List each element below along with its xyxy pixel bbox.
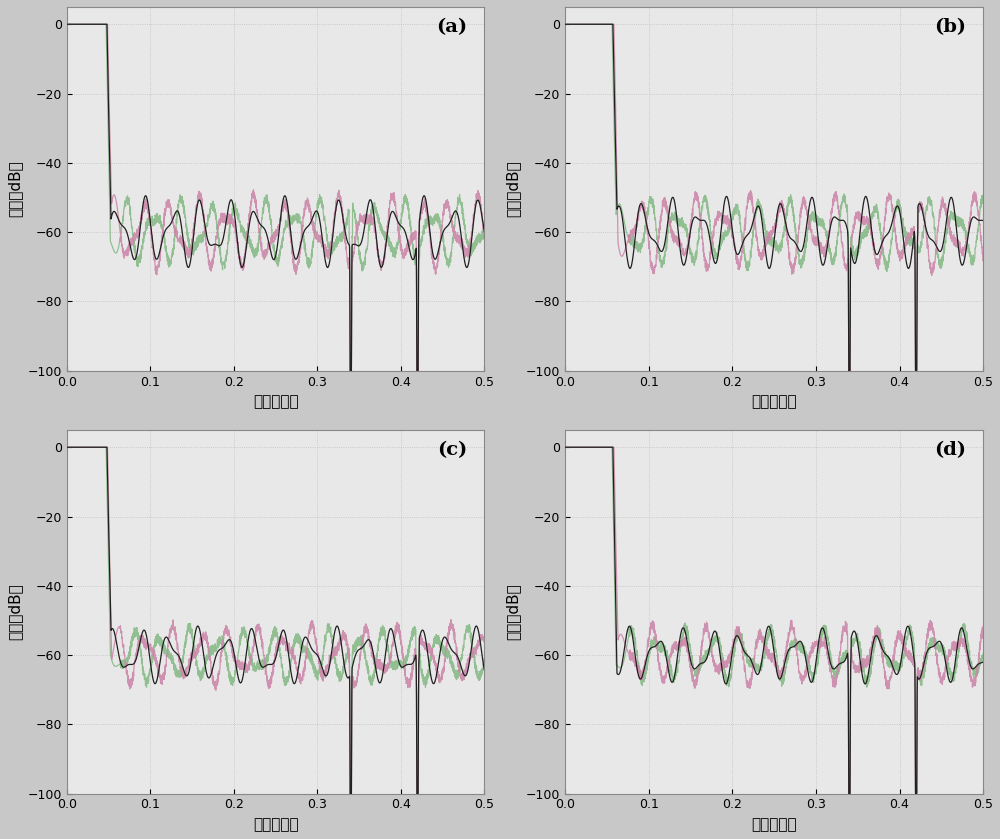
X-axis label: 归一化频率: 归一化频率 bbox=[751, 394, 797, 409]
Text: (d): (d) bbox=[934, 440, 966, 459]
Text: (a): (a) bbox=[437, 18, 468, 36]
Y-axis label: 幅度（dB）: 幅度（dB） bbox=[7, 160, 22, 217]
Y-axis label: 幅度（dB）: 幅度（dB） bbox=[506, 583, 521, 640]
Y-axis label: 幅度（dB）: 幅度（dB） bbox=[7, 583, 22, 640]
X-axis label: 归一化频率: 归一化频率 bbox=[253, 817, 298, 832]
Y-axis label: 幅度（dB）: 幅度（dB） bbox=[506, 160, 521, 217]
Text: (b): (b) bbox=[934, 18, 966, 36]
Text: (c): (c) bbox=[437, 440, 468, 459]
X-axis label: 归一化频率: 归一化频率 bbox=[253, 394, 298, 409]
X-axis label: 归一化频率: 归一化频率 bbox=[751, 817, 797, 832]
